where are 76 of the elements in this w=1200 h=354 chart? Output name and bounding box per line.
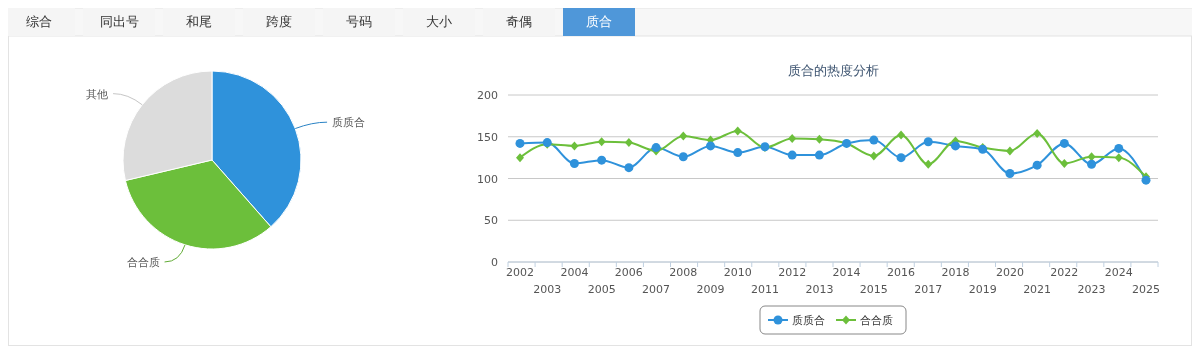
point bbox=[1005, 168, 1015, 178]
x-tick-label: 2021 bbox=[1023, 283, 1052, 296]
x-tick-label: 2011 bbox=[750, 283, 779, 296]
point bbox=[1087, 159, 1097, 169]
slice-label: 质质合 bbox=[332, 116, 366, 130]
category-label: 和尾 bbox=[186, 14, 212, 29]
point bbox=[1060, 158, 1069, 168]
point bbox=[950, 141, 960, 151]
x-tick-label: 2007 bbox=[642, 283, 671, 296]
x-tick-label: 2023 bbox=[1077, 283, 1106, 296]
point bbox=[869, 151, 878, 161]
slice-label: 合合质 bbox=[126, 255, 160, 269]
x-tick-label: 2010 bbox=[723, 266, 752, 279]
point bbox=[1114, 143, 1124, 153]
point bbox=[624, 138, 633, 148]
x-tick-label: 2018 bbox=[941, 266, 970, 279]
point bbox=[869, 135, 879, 145]
point bbox=[815, 134, 824, 144]
point bbox=[733, 126, 742, 136]
x-tick-label: 2015 bbox=[859, 283, 888, 296]
point bbox=[733, 148, 743, 158]
point bbox=[1005, 146, 1014, 156]
x-tick-label: 2020 bbox=[995, 266, 1024, 279]
category-label: 质合 bbox=[586, 14, 612, 29]
point bbox=[897, 130, 906, 140]
category-label: 跨度 bbox=[266, 14, 292, 29]
y-tick-label: 150 bbox=[477, 130, 498, 144]
x-tick-label: 2009 bbox=[696, 283, 725, 296]
point bbox=[678, 152, 688, 162]
x-tick-label: 2024 bbox=[1104, 266, 1133, 279]
x-tick-label: 2012 bbox=[778, 266, 807, 279]
category-label: 号码 bbox=[346, 14, 372, 29]
point bbox=[924, 159, 933, 169]
slice-label: 其他 bbox=[86, 87, 109, 101]
y-tick-label: 50 bbox=[484, 214, 498, 228]
point bbox=[814, 150, 824, 160]
point bbox=[1033, 128, 1042, 138]
x-tick-label: 2017 bbox=[914, 283, 943, 296]
legend-label: 质质合 bbox=[792, 314, 825, 327]
x-tick-label: 2003 bbox=[533, 283, 562, 296]
y-tick-label: 0 bbox=[491, 256, 498, 269]
point bbox=[515, 138, 525, 148]
point bbox=[597, 137, 606, 147]
x-tick-label: 2025 bbox=[1132, 283, 1160, 296]
point bbox=[923, 137, 933, 147]
legend-label: 合合质 bbox=[860, 314, 893, 327]
point bbox=[624, 163, 634, 173]
x-tick-label: 2016 bbox=[887, 266, 916, 279]
point bbox=[787, 150, 797, 160]
x-tick-label: 2004 bbox=[560, 266, 589, 279]
point bbox=[788, 133, 797, 143]
category-label: 大小 bbox=[426, 14, 452, 29]
y-tick-label: 200 bbox=[477, 89, 498, 102]
x-tick-label: 2005 bbox=[587, 283, 616, 296]
point bbox=[569, 158, 579, 168]
x-tick-label: 2008 bbox=[669, 266, 698, 279]
category-label: 奇偶 bbox=[506, 14, 532, 29]
point bbox=[516, 153, 524, 163]
x-tick-label: 2022 bbox=[1050, 266, 1079, 279]
chart-title: 质合的热度分析 bbox=[787, 63, 879, 78]
point bbox=[1114, 153, 1123, 163]
category-label: 同出号 bbox=[99, 14, 139, 29]
x-tick-label: 2006 bbox=[614, 266, 643, 279]
x-tick-label: 2002 bbox=[506, 266, 534, 279]
x-tick-label: 2014 bbox=[832, 266, 861, 279]
x-tick-label: 2013 bbox=[805, 283, 834, 296]
category-label: 综合 bbox=[26, 14, 52, 29]
point bbox=[597, 155, 607, 165]
point bbox=[706, 141, 716, 151]
point bbox=[896, 153, 906, 163]
point bbox=[679, 131, 688, 141]
y-tick-label: 100 bbox=[477, 172, 498, 186]
point bbox=[1032, 160, 1042, 170]
point bbox=[1059, 138, 1069, 148]
x-tick-label: 2019 bbox=[968, 283, 997, 296]
point bbox=[570, 141, 579, 151]
